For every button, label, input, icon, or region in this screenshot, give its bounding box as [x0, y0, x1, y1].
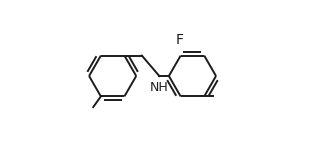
Text: F: F — [175, 33, 183, 47]
Text: NH: NH — [150, 81, 169, 94]
